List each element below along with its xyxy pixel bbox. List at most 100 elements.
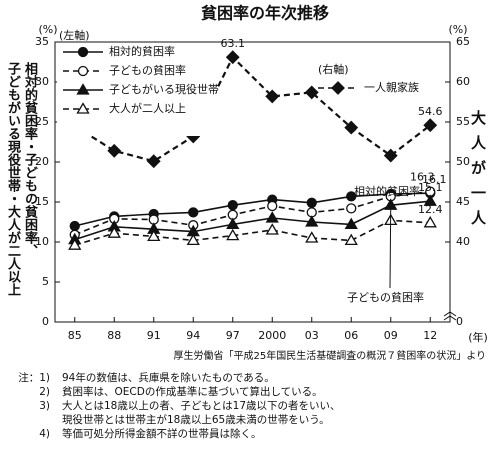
point bbox=[68, 238, 82, 250]
x-tick-label: 85 bbox=[68, 329, 82, 342]
note-text: 等価可処分所得金額不詳の世帯員は除く。 bbox=[62, 427, 262, 440]
point bbox=[306, 197, 317, 208]
legend-label: 大人が二人以上 bbox=[109, 101, 186, 115]
point bbox=[344, 233, 358, 246]
legend-marker bbox=[77, 46, 89, 58]
x-tick-label: 12 bbox=[423, 329, 437, 342]
note-label: 注：1) bbox=[18, 371, 50, 384]
y2-unit: (%) bbox=[448, 23, 467, 36]
note-label: 3) bbox=[39, 400, 50, 412]
x-tick-label: 88 bbox=[107, 329, 121, 342]
legend-title: (右軸) bbox=[318, 62, 349, 76]
y-tick-label: 30 bbox=[35, 75, 49, 88]
legend-label: 子どもの貧困率 bbox=[109, 63, 186, 77]
point bbox=[107, 143, 122, 158]
point bbox=[69, 220, 80, 232]
annotation: 相対的貧困率 bbox=[354, 184, 420, 198]
value-label: 16.3 bbox=[410, 171, 435, 184]
legend-marker bbox=[331, 81, 345, 95]
note-text: 大人とは18歳以上の者、子どもとは17歳以下の者をいい、 bbox=[62, 399, 341, 412]
y2-tick-label: 50 bbox=[456, 155, 470, 168]
y2-label: 大人が一人 bbox=[469, 110, 487, 235]
point bbox=[305, 231, 319, 243]
x-tick-label: 97 bbox=[226, 329, 240, 342]
series-line bbox=[74, 192, 431, 227]
point bbox=[305, 215, 319, 227]
y2-tick-label: 65 bbox=[456, 35, 470, 48]
series-line bbox=[74, 190, 431, 236]
note-text: 貧困率は、OECDの作成基準に基づいて算出している。 bbox=[62, 385, 323, 398]
note-text: 94年の数値は、兵庫県を除いたものである。 bbox=[62, 371, 275, 384]
y-tick-label: 35 bbox=[35, 35, 49, 48]
chart-title: 貧困率の年次推移 bbox=[201, 4, 329, 23]
point bbox=[107, 226, 121, 238]
x-tick-label: 94 bbox=[186, 329, 200, 342]
point bbox=[267, 200, 278, 212]
value-label: 16.1 bbox=[422, 173, 447, 186]
y-tick-label: 20 bbox=[35, 155, 49, 168]
y-label: 相対的貧困率・子どもの貧困率、 bbox=[22, 62, 37, 257]
y-label: 子どもがいる現役世帯・大人が二人以上 bbox=[5, 62, 20, 296]
leader-line bbox=[389, 202, 392, 289]
point bbox=[346, 191, 357, 202]
y2-tick-label: 45 bbox=[456, 195, 470, 208]
point bbox=[265, 89, 280, 104]
point bbox=[226, 217, 240, 230]
legend-marker bbox=[77, 65, 89, 77]
value-label: 63.1 bbox=[221, 37, 246, 50]
y-tick-label: 10 bbox=[35, 235, 49, 248]
point bbox=[423, 216, 437, 228]
legend-marker bbox=[76, 83, 90, 95]
series-line bbox=[74, 55, 431, 163]
note-text: 現役世帯とは世帯主が18歳以上65歳未満の世帯をいう。 bbox=[62, 413, 330, 426]
y2-tick-label: 55 bbox=[456, 115, 470, 128]
plot-frame bbox=[54, 41, 451, 323]
x-tick-label: 2000 bbox=[258, 329, 286, 342]
value-label: 12.4 bbox=[418, 203, 443, 216]
point bbox=[186, 233, 200, 246]
x-tick-label: 06 bbox=[344, 329, 358, 342]
point bbox=[225, 50, 240, 65]
source: 厚生労働省「平成25年国民生活基礎調査の概況７貧困率の状況」より bbox=[173, 349, 486, 362]
value-label: 15.1 bbox=[418, 181, 443, 194]
x-tick-label: 09 bbox=[384, 329, 398, 342]
axis-break bbox=[443, 311, 457, 321]
legend-label: 一人親家族 bbox=[364, 80, 419, 94]
point bbox=[147, 229, 161, 242]
point bbox=[344, 120, 359, 135]
point bbox=[423, 194, 437, 206]
note-label: 4) bbox=[39, 428, 50, 440]
y-tick-label: 15 bbox=[35, 195, 49, 208]
y-unit: (%) bbox=[38, 23, 57, 36]
y-tick-label: 0 bbox=[42, 315, 49, 328]
annotation: 子どもの貧困率 bbox=[347, 290, 424, 304]
legend-title: (左軸) bbox=[59, 28, 90, 42]
point bbox=[265, 211, 279, 223]
point bbox=[226, 228, 240, 241]
series-line bbox=[74, 200, 431, 241]
x-tick-label: 91 bbox=[147, 329, 161, 342]
point bbox=[227, 200, 238, 211]
legend-marker bbox=[76, 102, 90, 114]
series-line bbox=[74, 219, 431, 246]
point bbox=[304, 85, 319, 100]
y-tick-label: 5 bbox=[42, 275, 49, 288]
point bbox=[383, 148, 398, 163]
point bbox=[344, 217, 358, 230]
legend-label: 子どもがいる現役世帯 bbox=[109, 82, 219, 96]
point bbox=[346, 203, 357, 214]
y-tick-label: 25 bbox=[35, 115, 49, 128]
y2-tick-label: 40 bbox=[456, 235, 470, 248]
point bbox=[423, 118, 438, 133]
point bbox=[146, 154, 161, 169]
y2-tick-label: 0 bbox=[456, 315, 463, 328]
value-label: 54.6 bbox=[418, 105, 443, 118]
point bbox=[265, 223, 279, 235]
x-tick-label: 03 bbox=[305, 329, 319, 342]
y2-tick-label: 60 bbox=[456, 75, 470, 88]
point bbox=[188, 207, 199, 218]
note-label: 2) bbox=[39, 386, 50, 398]
legend-label: 相対的貧困率 bbox=[109, 44, 175, 58]
